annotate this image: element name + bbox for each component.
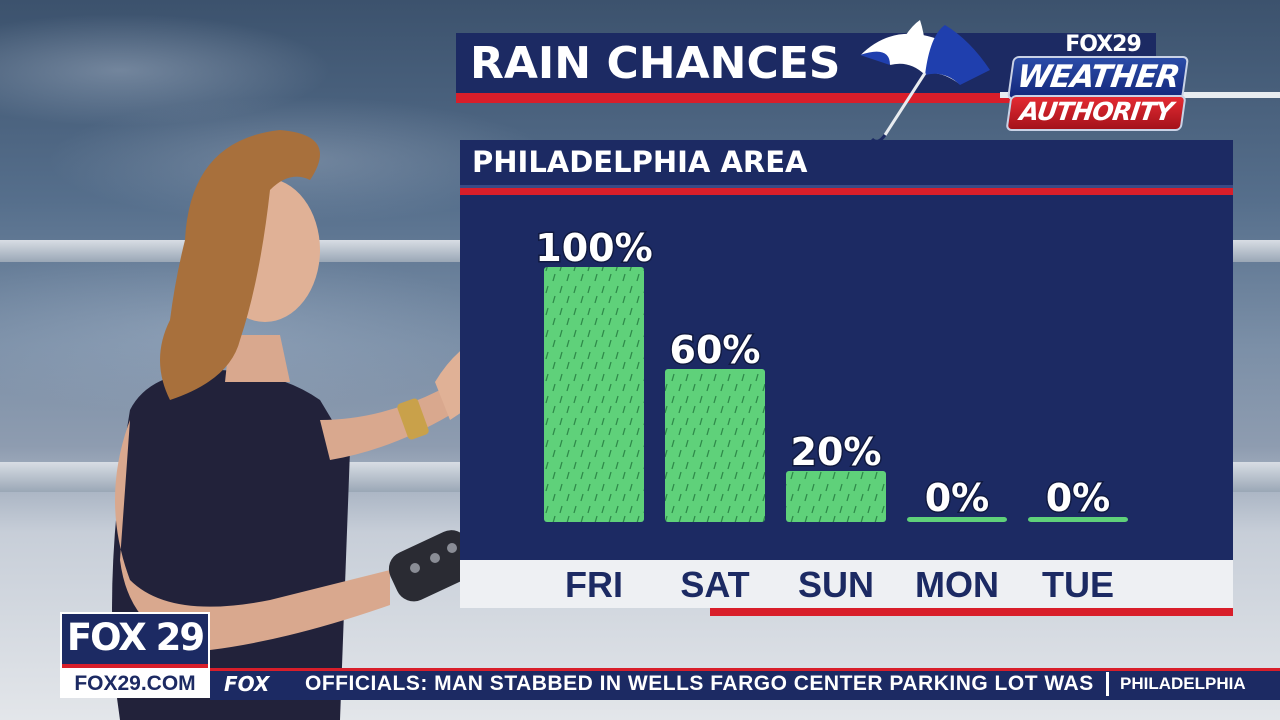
umbrella-icon [858,20,991,143]
ticker-headline: OFFICIALS: MAN STABBED IN WELLS FARGO CE… [305,672,1094,695]
day-label-strip [460,560,1233,608]
day-strip-underline [710,608,1233,616]
value-label-sat: 60% [670,328,761,372]
ticker-location: PHILADELPHIA [1120,674,1246,693]
value-label-fri: 100% [535,226,652,270]
day-label-sat: SAT [680,564,749,605]
news-ticker-bar [210,668,1280,700]
page-title: RAIN CHANCES [470,38,841,89]
logo-authority: AUTHORITY [1005,95,1187,131]
bar-sat [665,369,765,522]
bar-sun [786,471,886,522]
chart-subtitle: PHILADELPHIA AREA [472,145,808,179]
day-label-fri: FRI [565,564,623,605]
day-label-mon: MON [915,564,999,605]
fox29-bug [60,612,210,670]
fox29-bug-stripe [62,664,208,668]
fox29-bug-text: FOX 29 [66,616,205,659]
title-underline [456,93,1016,103]
ticker-network-logo: FOX [224,672,270,696]
logo-weather: WEATHER [1006,56,1190,100]
rain-chance-chart: 100% FRI 60% SAT 20% SUN 0% MON 0% TUE [534,225,1128,605]
value-label-tue: 0% [1046,476,1111,520]
bar-mon [907,517,1007,522]
subtitle-underline [460,188,1233,195]
fox29-url: FOX29.COM [60,670,210,698]
logo-fox29: FOX29 [1065,32,1142,57]
day-label-tue: TUE [1042,564,1114,605]
ticker-separator [1106,672,1109,696]
value-label-mon: 0% [925,476,990,520]
bar-tue [1028,517,1128,522]
bar-fri [544,267,644,522]
value-label-sun: 20% [791,430,882,474]
subtitle-divider [460,185,1233,188]
day-label-sun: SUN [798,564,874,605]
